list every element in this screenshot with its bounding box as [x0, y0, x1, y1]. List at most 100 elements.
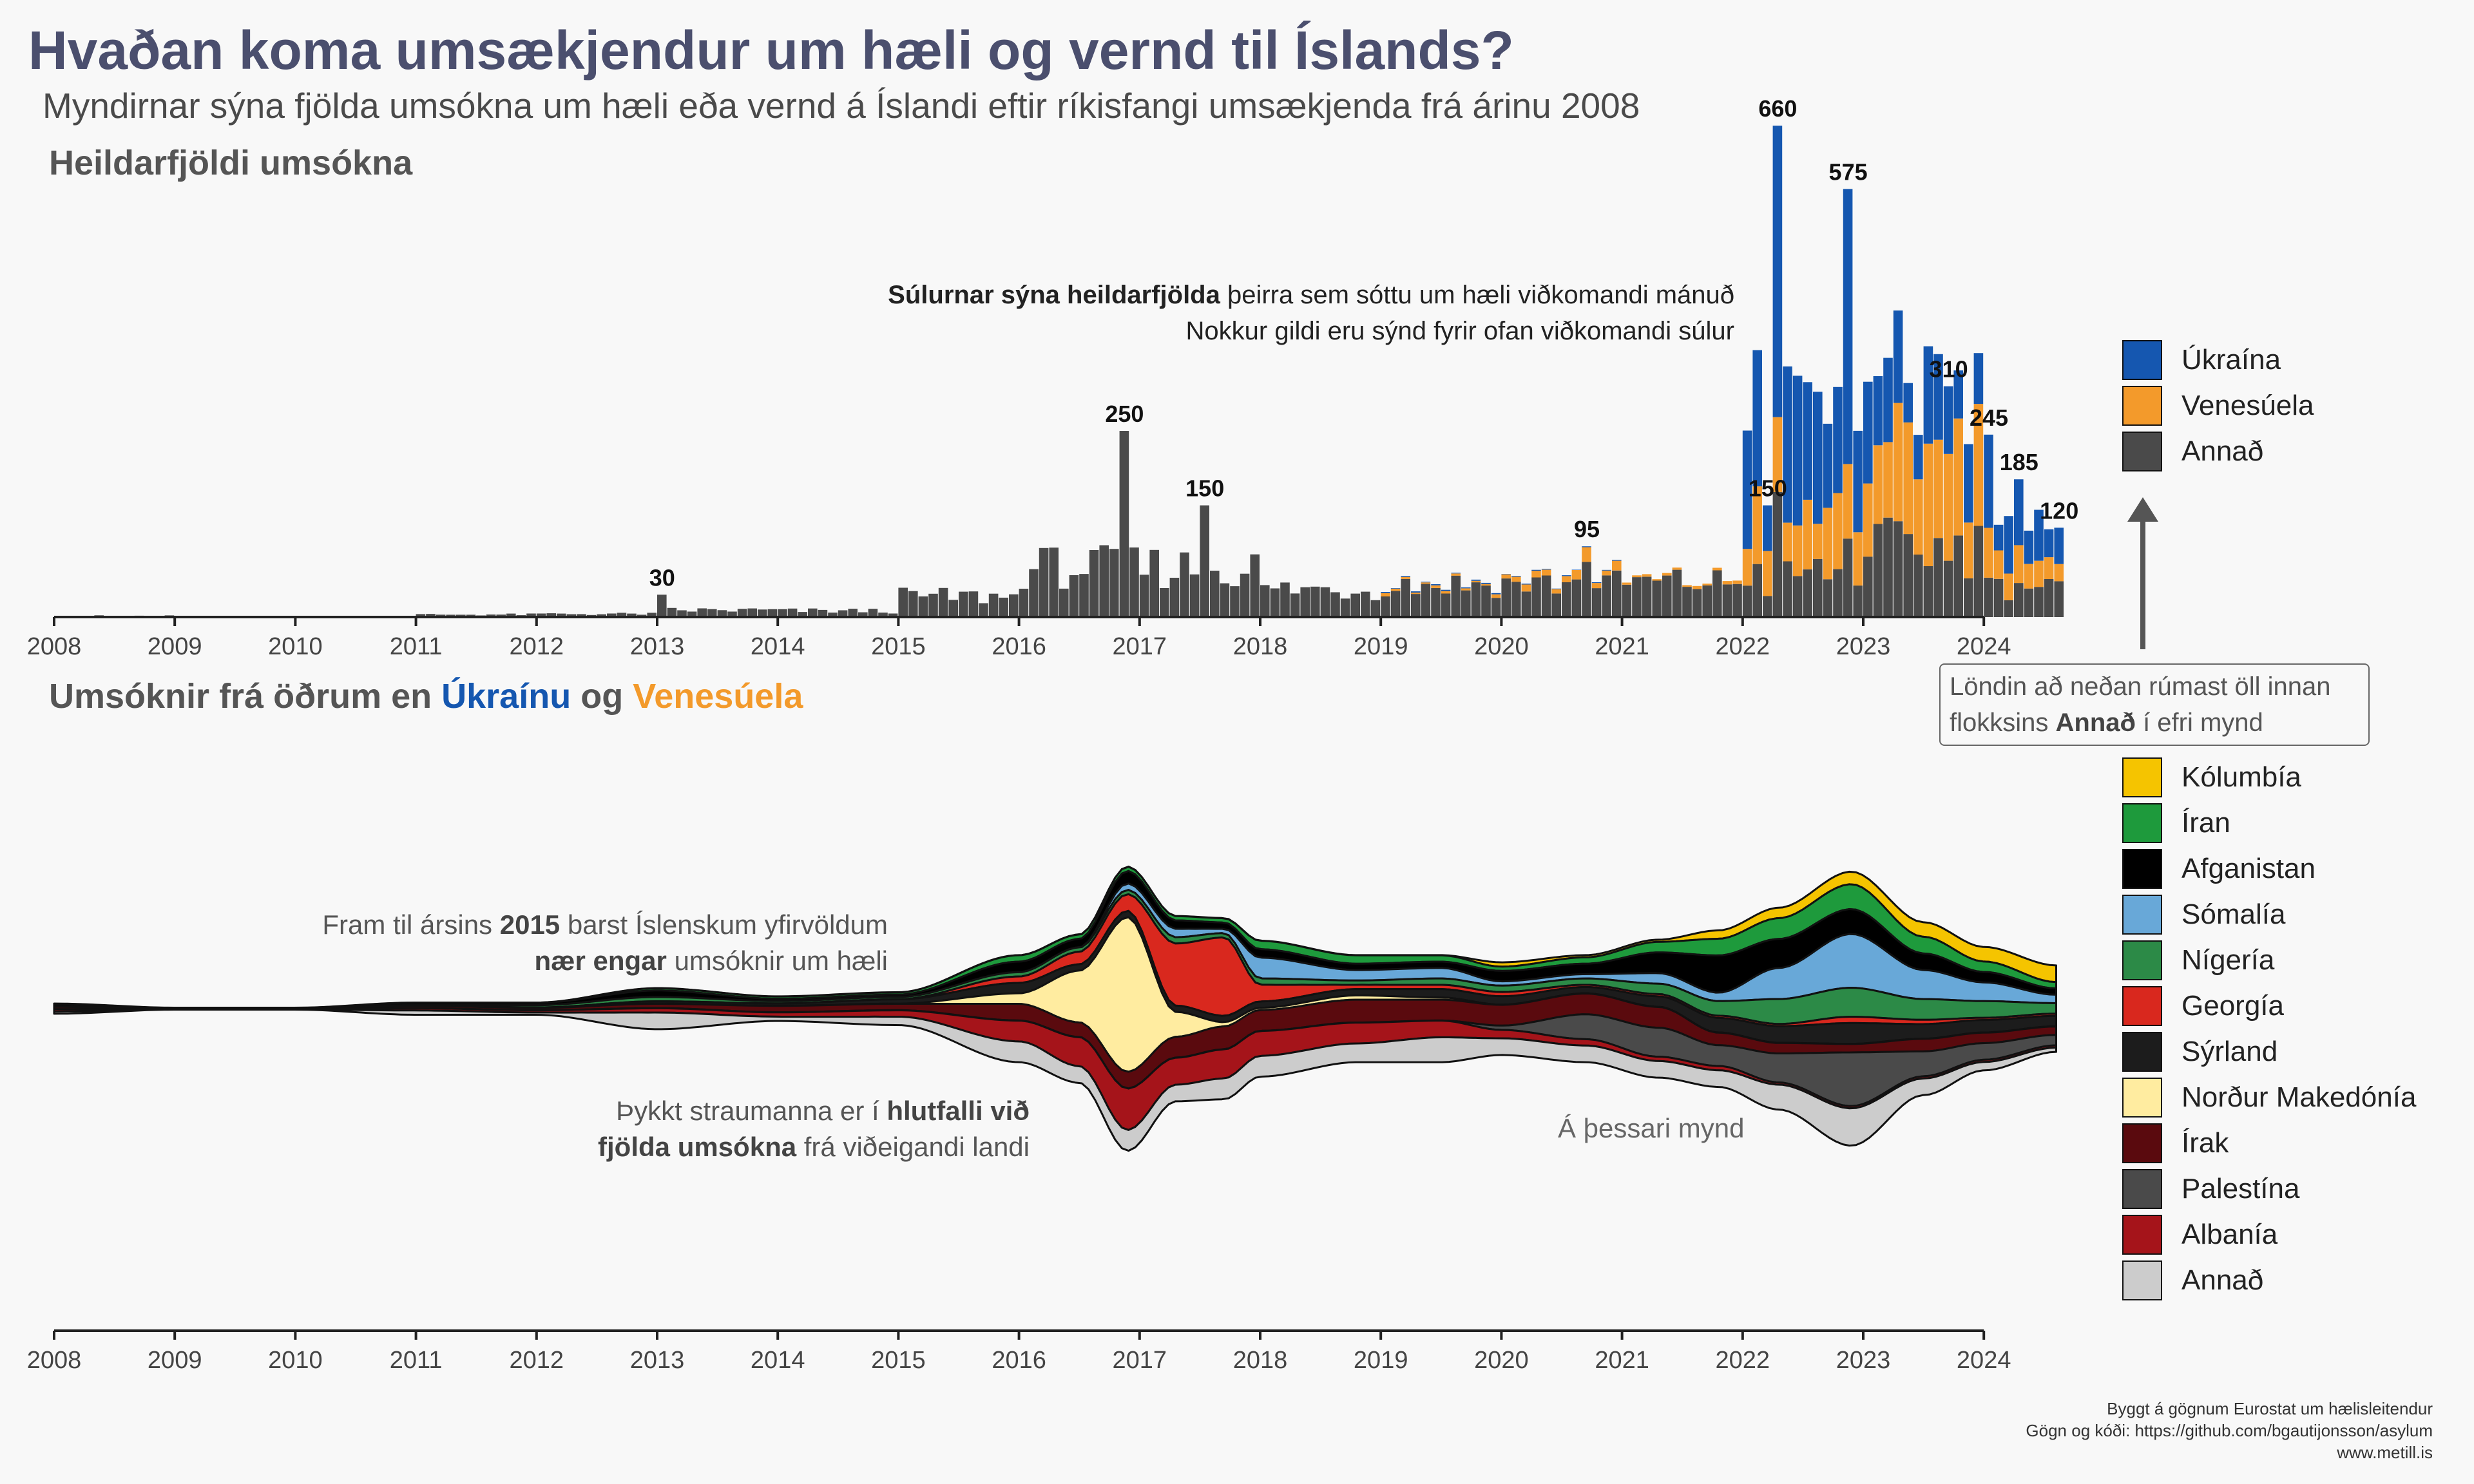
bar-úkraína — [1823, 423, 1833, 508]
bar-úkraína — [1411, 591, 1421, 593]
bar-úkraína — [1863, 381, 1873, 484]
axis-tick-label: 2012 — [510, 1347, 564, 1374]
bar-venesúela — [1662, 573, 1672, 576]
bar-úkraína — [1843, 189, 1853, 464]
bar-venesúela — [1813, 524, 1823, 559]
bar-annað — [1471, 582, 1481, 617]
note-box-a: flokksins — [1950, 709, 2049, 737]
note-box: Löndin að neðan rúmast öll innan flokksi… — [1939, 663, 2370, 746]
bar-annað — [1722, 584, 1732, 617]
bar-venesúela — [1390, 588, 1401, 591]
stream-annotation-thickness-a: Þykkt straumanna er í — [616, 1096, 879, 1126]
bar-value-label: 120 — [2040, 497, 2078, 524]
bar-venesúela — [1511, 576, 1521, 582]
bar-annað — [1431, 587, 1441, 617]
legend-label: Albanía — [2182, 1219, 2278, 1250]
bar-annað — [1210, 571, 1220, 617]
axis-tick-label: 2019 — [1354, 633, 1408, 660]
bar-annað — [1059, 588, 1069, 617]
bar-annað — [1732, 584, 1742, 617]
bar-úkraína — [1943, 386, 1953, 454]
bar-venesúela — [1964, 522, 1973, 578]
bar-annað — [2034, 587, 2044, 617]
bar-annað — [1099, 545, 1109, 617]
bar-annað — [546, 613, 556, 617]
bar-annað — [868, 609, 878, 617]
bar-venesúela — [1973, 404, 1984, 526]
bar-annað — [526, 613, 536, 617]
bar-venesúela — [1562, 576, 1571, 582]
bar-annað — [1511, 582, 1521, 617]
bar-venesúela — [2054, 564, 2064, 582]
axis-tick-label: 2009 — [148, 633, 202, 660]
legend-item: Nígería — [2122, 940, 2457, 983]
bar-annað — [1993, 578, 2004, 617]
bar-annað — [2004, 600, 2013, 617]
legend-label: Sómalía — [2182, 899, 2286, 930]
bar-venesúela — [1943, 453, 1953, 561]
bar-úkraína — [1783, 366, 1792, 523]
bar-annað — [1340, 598, 1350, 617]
bar-venesúela — [1441, 591, 1451, 594]
bar-annað — [2024, 588, 2034, 617]
bar-venesúela — [1501, 574, 1511, 579]
bar-annað — [1772, 491, 1783, 617]
bar-úkraína — [1803, 382, 1812, 500]
bar-venesúela — [1893, 403, 1903, 522]
bar-úkraína — [1893, 310, 1903, 403]
bar-annað — [848, 609, 858, 617]
bar-value-label: 95 — [1574, 516, 1600, 542]
bar-annað — [1320, 587, 1330, 617]
bar-úkraína — [1853, 430, 1863, 533]
stream-annotation-thickness: Þykkt straumanna er í hlutfalli við fjöl… — [598, 1093, 1030, 1165]
bar-annotation: Súlurnar sýna heildarfjölda þeirra sem s… — [888, 277, 1734, 349]
bar-venesúela — [1411, 592, 1421, 595]
bar-annað — [597, 614, 606, 617]
bar-annað — [1562, 582, 1571, 617]
bar-annað — [1712, 570, 1722, 617]
legend-swatch — [2122, 1260, 2162, 1300]
note-box-line1: Löndin að neðan rúmast öll innan — [1950, 672, 2331, 701]
bar-annað — [577, 614, 586, 617]
legend-item: Georgía — [2122, 986, 2457, 1029]
legend-swatch — [2122, 803, 2162, 843]
bar-venesúela — [1833, 493, 1843, 569]
bar-annað — [1792, 576, 1803, 617]
stream-annotation-2015-bold: nær engar — [534, 946, 667, 976]
bar-annað — [778, 609, 787, 617]
bar-annað — [908, 591, 918, 617]
axis-tick-label: 2018 — [1233, 1347, 1288, 1374]
bar-annað — [1220, 583, 1230, 617]
bar-value-label: 575 — [1829, 158, 1868, 185]
bar-venesúela — [1491, 594, 1501, 598]
axis-tick-label: 2021 — [1595, 1347, 1649, 1374]
bar-annað — [767, 609, 778, 617]
legend-label: Sýrland — [2182, 1036, 2278, 1067]
legend-swatch — [2122, 940, 2162, 980]
bar-úkraína — [1763, 505, 1772, 551]
axis-tick-label: 2016 — [992, 633, 1046, 660]
bar-venesúela — [1913, 479, 1923, 555]
stream-title-venezuela: Venesúela — [633, 677, 803, 716]
bar-annað — [1109, 549, 1119, 617]
bar-annað — [1401, 578, 1410, 617]
bar-annað — [1461, 590, 1471, 617]
bar-annað — [1612, 570, 1622, 617]
axis-tick-label: 2015 — [871, 633, 926, 660]
bar-úkraína — [1571, 569, 1582, 570]
bar-annað — [1019, 589, 1029, 617]
axis-tick-label: 2024 — [1957, 633, 2011, 660]
axis-tick-label: 2017 — [1113, 633, 1167, 660]
bar-annað — [808, 608, 818, 617]
bar-annað — [938, 587, 948, 617]
bar-section-title: Heildarfjöldi umsókna — [49, 144, 413, 182]
bar-annað — [1582, 562, 1591, 617]
axis-tick-label: 2024 — [1957, 1347, 2011, 1374]
legend-label: Íran — [2182, 807, 2230, 839]
bar-venesúela — [1873, 445, 1883, 524]
legend-swatch — [2122, 340, 2162, 380]
bar-annað — [1813, 558, 1823, 617]
bar-annað — [1913, 555, 1923, 617]
bar-úkraína — [2044, 529, 2054, 558]
bar-annað — [1541, 575, 1551, 617]
